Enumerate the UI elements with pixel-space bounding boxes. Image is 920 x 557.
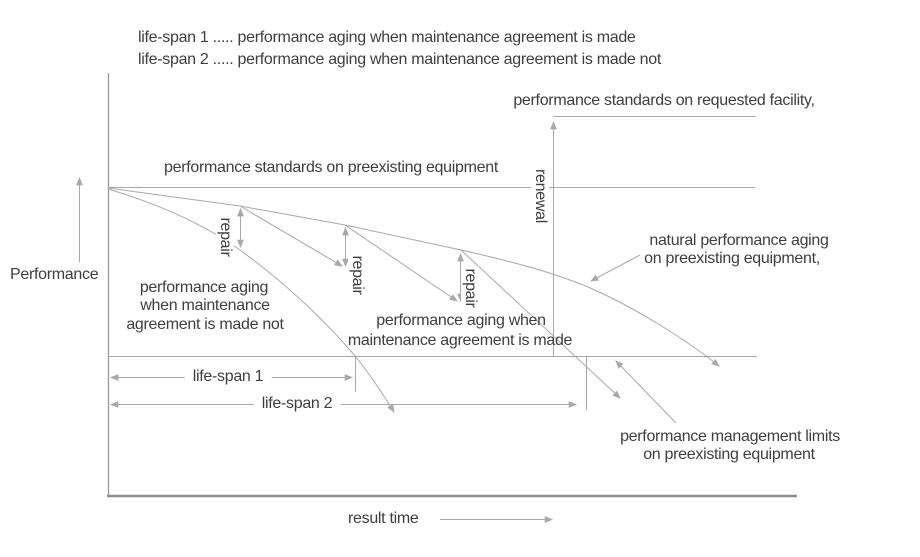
aging-made-label-line2: maintenance agreement is made [347, 332, 573, 349]
natural-aging-label-line1: natural performance aging [649, 232, 829, 249]
decay-segment-3 [344, 224, 458, 302]
lifespan2-label: life-span 2 [253, 395, 341, 413]
x-axis-label: result time [348, 510, 419, 527]
repair-label-3: repair [461, 266, 479, 310]
renewal-label: renewal [531, 167, 549, 225]
natural-aging-label-line2: on preexisting equipment, [644, 250, 820, 267]
management-limits-label-line1: performance management limits [620, 428, 840, 445]
legend-line-2: life-span 2 ..... performance aging when… [138, 51, 662, 68]
standards-preexisting-label: performance standards on preexisting equ… [164, 159, 498, 176]
y-axis-label: Performance [10, 266, 99, 283]
decay-segment-2 [239, 205, 343, 267]
aging-without-agreement-curve [107, 188, 395, 413]
management-limit-pointer-arrow [615, 360, 677, 424]
repair-label-2: repair [348, 253, 366, 297]
aging-not-label-line2: when maintenance [140, 297, 270, 314]
aging-not-label-line1: performance aging [139, 279, 269, 296]
decay-segment-4 [460, 249, 621, 399]
management-limits-label-line2: on preexisting equipment [643, 446, 815, 463]
standards-requested-label: performance standards on requested facil… [513, 92, 815, 109]
legend-line-1: life-span 1 ..... performance aging when… [138, 29, 636, 46]
aging-made-label-line1: performance aging when [376, 312, 546, 329]
repair-label-1: repair [216, 215, 234, 259]
natural-aging-pointer-arrow [590, 254, 641, 282]
aging-not-label-line3: agreement is made not [126, 316, 284, 333]
natural-aging-curve [107, 187, 720, 367]
lifespan1-label: life-span 1 [184, 368, 272, 386]
